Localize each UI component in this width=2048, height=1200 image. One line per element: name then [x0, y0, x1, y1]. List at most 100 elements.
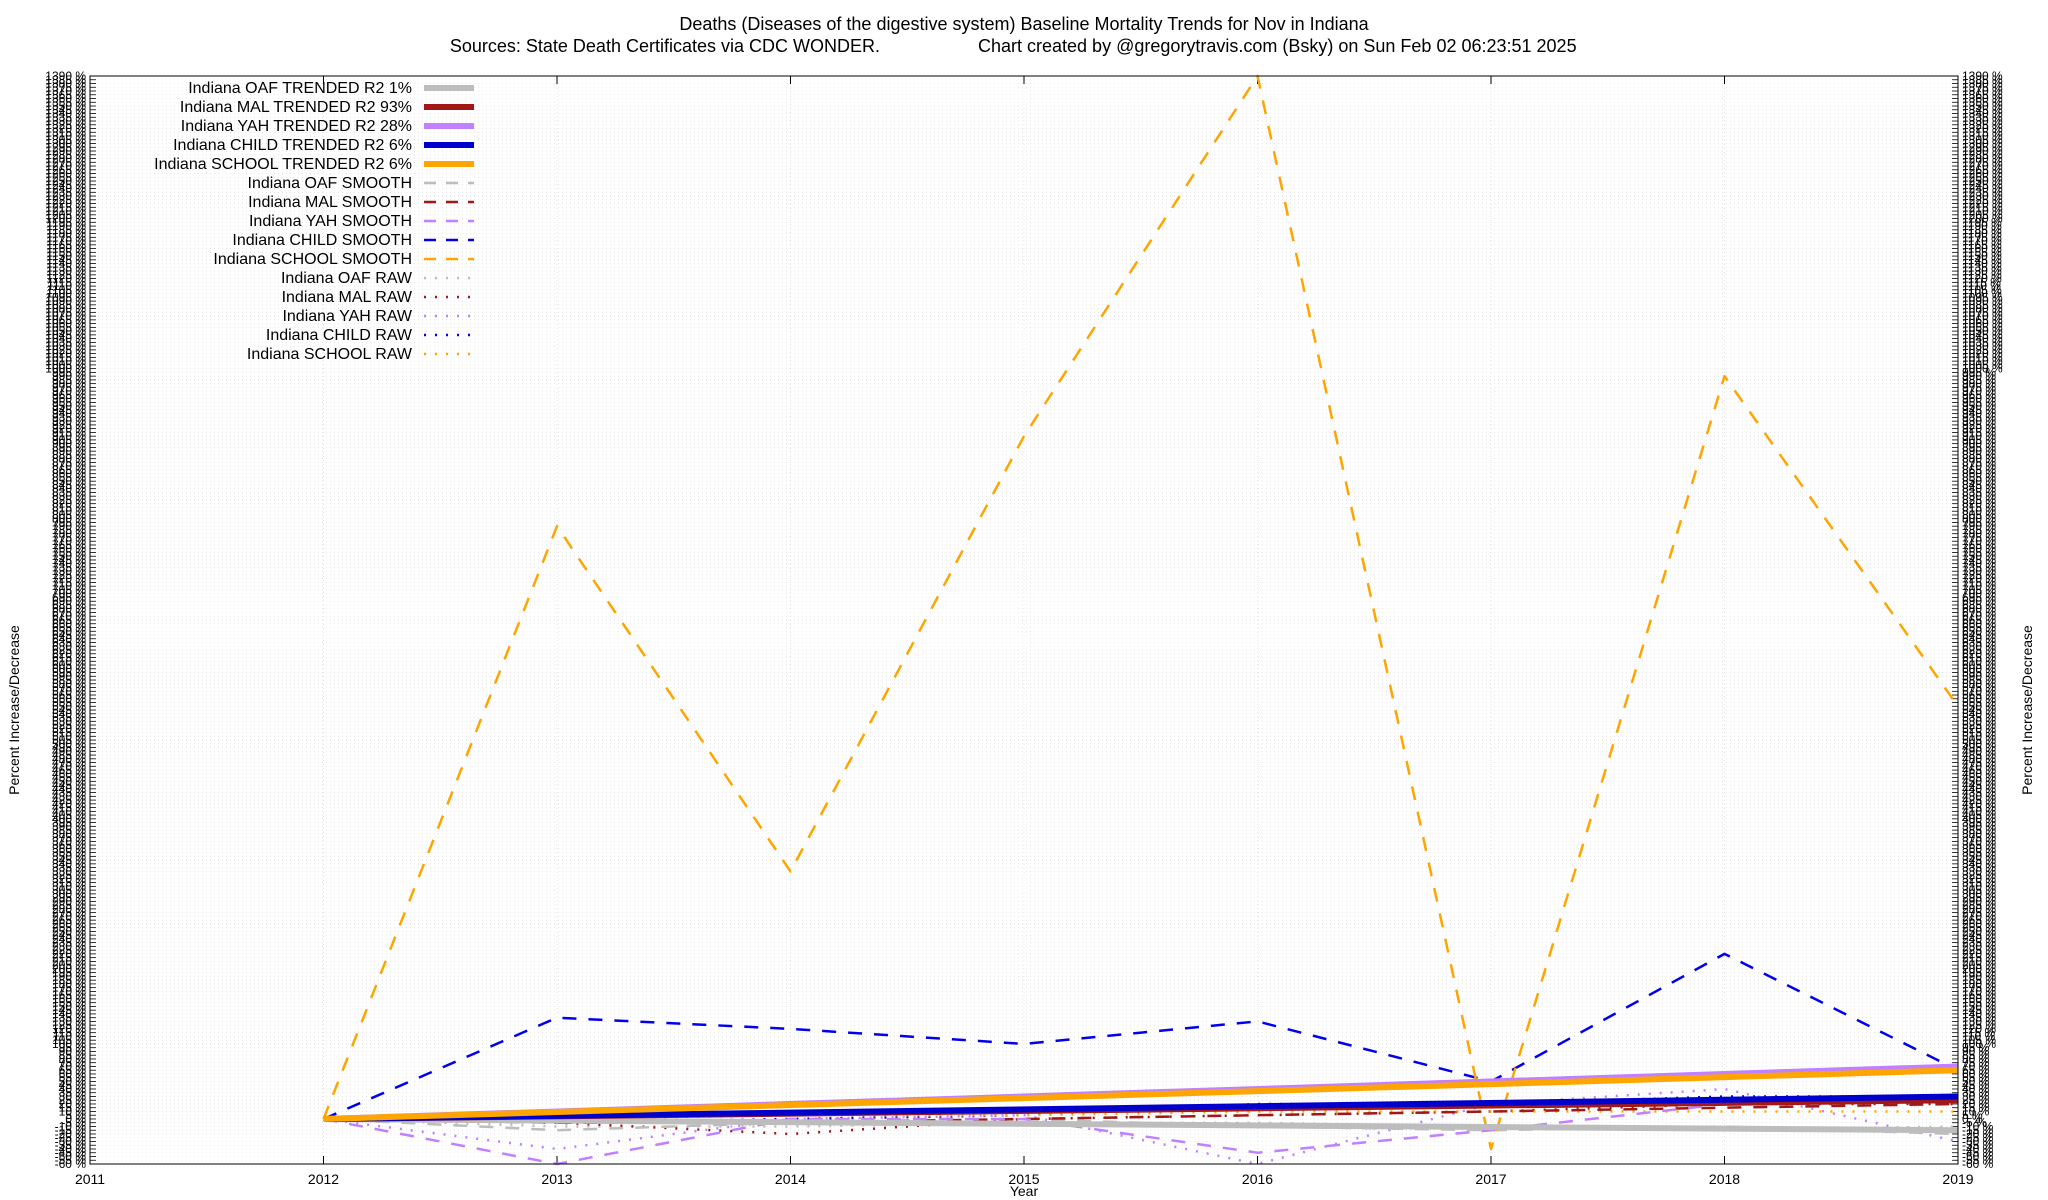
y-tick-label: 1165 % — [1962, 238, 2002, 252]
y-tick-label: 810 % — [1962, 504, 1996, 518]
y-tick-label: 1385 % — [45, 73, 86, 87]
y-tick-label: 725 % — [1962, 568, 1996, 582]
y-tick-label: 450 % — [52, 774, 86, 788]
y-tick-label: 1030 % — [45, 339, 86, 353]
y-tick-label: 890 % — [52, 444, 86, 458]
y-tick-label: 1145 % — [1962, 253, 2002, 267]
y-tick-label: 1200 % — [1962, 212, 2003, 226]
y-tick-label: 935 % — [1962, 410, 1996, 424]
y-tick-label: 1130 % — [46, 264, 86, 278]
y-tick-label: 980 % — [52, 377, 86, 391]
y-tick-label: 0 % — [65, 1112, 86, 1126]
y-tick-label: 830 % — [1962, 489, 1996, 503]
y-tick-label: 15 % — [59, 1101, 87, 1115]
y-tick-label: 1075 % — [45, 305, 86, 319]
y-tick-label: 775 % — [1962, 530, 1996, 544]
y-tick-label: 1305 % — [1962, 133, 2003, 147]
y-tick-label: 290 % — [52, 894, 86, 908]
y-tick-label: 90 % — [1962, 1044, 1990, 1058]
y-tick-label: 750 % — [1962, 549, 1996, 563]
y-tick-label: 615 % — [52, 651, 86, 665]
y-tick-label: 575 % — [1962, 681, 1996, 695]
y-tick-label: 1080 % — [45, 302, 86, 316]
y-tick-label: 35 % — [1962, 1086, 1990, 1100]
y-tick-label: 780 % — [52, 527, 86, 541]
y-tick-label: 1000 % — [1962, 362, 2003, 376]
y-tick-label: 415 % — [52, 801, 86, 815]
y-tick-label: 70 % — [59, 1059, 87, 1073]
y-tick-label: 560 % — [1962, 692, 1996, 706]
y-tick-label: 785 % — [1962, 523, 1996, 537]
y-tick-label: 560 % — [52, 692, 86, 706]
legend-label: Indiana OAF SMOOTH — [248, 175, 413, 192]
y-tick-label: 580 % — [1962, 677, 1996, 691]
y-tick-label: 765 % — [1962, 538, 1996, 552]
y-tick-label: 870 % — [52, 459, 86, 473]
y-tick-label: -20 % — [1962, 1127, 1994, 1141]
y-tick-label: 20 % — [59, 1097, 87, 1111]
y-tick-label: 865 % — [1962, 463, 1996, 477]
y-tick-label: 795 % — [52, 515, 86, 529]
y-tick-label: 730 % — [52, 564, 86, 578]
y-tick-label: 470 % — [52, 759, 86, 773]
y-tick-label: 1050 % — [45, 324, 86, 338]
y-tick-label: 465 % — [1962, 763, 1996, 777]
y-tick-label: 460 % — [52, 767, 86, 781]
y-tick-label: 1035 % — [1962, 335, 2003, 349]
y-tick-label: 1350 % — [1962, 99, 2003, 113]
y-tick-label: 740 % — [52, 557, 86, 571]
y-tick-label: 140 % — [1962, 1007, 1996, 1021]
y-tick-label: 1095 % — [1962, 290, 2003, 304]
y-tick-label: 1095 % — [45, 290, 86, 304]
y-tick-label: 735 % — [52, 560, 86, 574]
y-tick-label: 1300 % — [45, 137, 86, 151]
y-tick-label: 785 % — [52, 523, 86, 537]
y-tick-label: 850 % — [52, 474, 86, 488]
y-tick-label: 1215 % — [1962, 200, 2003, 214]
y-tick-label: 455 % — [52, 771, 86, 785]
y-tick-label: 1100 % — [46, 287, 86, 301]
y-tick-label: 620 % — [1962, 647, 1996, 661]
y-tick-label: 375 % — [52, 831, 86, 845]
y-tick-label: 165 % — [52, 988, 86, 1002]
y-tick-label: 515 % — [52, 726, 86, 740]
y-tick-label: 655 % — [1962, 621, 1996, 635]
y-tick-label: 1110 % — [1962, 279, 2001, 293]
y-tick-label: 1355 % — [1962, 95, 2003, 109]
y-tick-label: 35 % — [59, 1086, 87, 1100]
y-tick-label: 705 % — [52, 583, 86, 597]
y-tick-label: 1160 % — [46, 242, 86, 256]
y-tick-label: 1090 % — [1962, 294, 2003, 308]
y-tick-label: 985 % — [1962, 373, 1996, 387]
y-tick-label: 325 % — [52, 868, 86, 882]
y-tick-label: 665 % — [52, 613, 86, 627]
y-tick-label: 1275 % — [45, 155, 86, 169]
y-tick-label: 1390 % — [45, 69, 86, 83]
x-tick-label: 2016 — [1242, 1171, 1273, 1187]
y-tick-label: 480 % — [1962, 752, 1996, 766]
y-tick-label: 975 % — [52, 380, 86, 394]
chart-title: Deaths (Diseases of the digestive system… — [679, 14, 1369, 34]
y-tick-label: 445 % — [1962, 778, 1996, 792]
y-tick-label: 395 % — [52, 816, 86, 830]
y-tick-label: 955 % — [52, 395, 86, 409]
y-tick-label: 1285 % — [45, 148, 86, 162]
y-tick-label: 240 % — [52, 932, 86, 946]
y-tick-label: 125 % — [1962, 1018, 1996, 1032]
y-tick-label: -10 % — [55, 1119, 87, 1133]
y-tick-label: 600 % — [1962, 662, 1996, 676]
y-tick-label: 585 % — [1962, 673, 1996, 687]
y-tick-label: 80 % — [59, 1052, 87, 1066]
legend-label: Indiana YAH SMOOTH — [249, 213, 412, 230]
y-tick-label: 1345 % — [1962, 103, 2003, 117]
y-tick-label: 1005 % — [45, 358, 86, 372]
y-tick-label: 825 % — [52, 493, 86, 507]
y-tick-label: -50 % — [55, 1149, 87, 1163]
y-tick-label: -60 % — [1962, 1157, 1994, 1171]
y-tick-label: 315 % — [1962, 876, 1996, 890]
y-tick-label: 520 % — [52, 722, 86, 736]
y-tick-label: 30 % — [59, 1089, 87, 1103]
y-tick-label: 840 % — [52, 482, 86, 496]
y-tick-label: 1285 % — [1962, 148, 2003, 162]
y-tick-label: 955 % — [1962, 395, 1996, 409]
